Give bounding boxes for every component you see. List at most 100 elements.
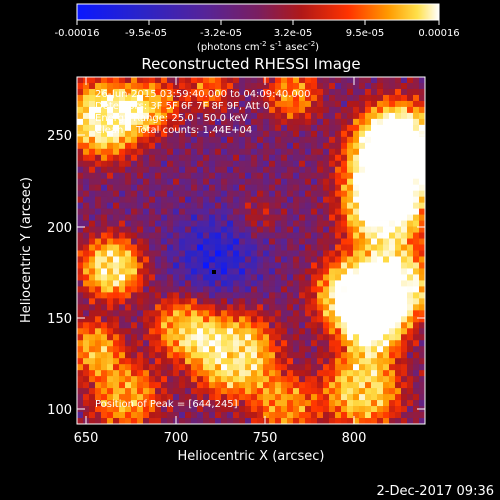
heatmap-cell [407, 196, 414, 204]
heatmap-cell [383, 400, 390, 407]
heatmap-cell [305, 106, 312, 114]
heatmap-cell [77, 352, 84, 359]
heatmap-cell [95, 166, 102, 174]
heatmap-cell [359, 190, 366, 198]
heatmap-cell [197, 208, 204, 215]
heatmap-cell [101, 166, 108, 174]
heatmap-cell [179, 262, 186, 269]
heatmap-cell [353, 412, 360, 419]
heatmap-cell [329, 262, 336, 269]
heatmap-cell [335, 77, 342, 84]
heatmap-cell [407, 124, 414, 132]
heatmap-cell [173, 364, 180, 371]
heatmap-cell [263, 328, 270, 335]
heatmap-cell [353, 250, 360, 257]
heatmap-cell [131, 124, 138, 132]
heatmap-cell [173, 340, 180, 347]
heatmap-cell [149, 112, 156, 120]
heatmap-cell [365, 394, 372, 401]
heatmap-cell [119, 334, 126, 341]
heatmap-cell [167, 130, 174, 138]
heatmap-cell [143, 226, 150, 233]
heatmap-cell [89, 250, 96, 257]
heatmap-cell [137, 142, 144, 150]
heatmap-cell [395, 352, 402, 359]
heatmap-cell [137, 232, 144, 239]
heatmap-cell [137, 214, 144, 221]
heatmap-cells [77, 77, 425, 424]
heatmap-cell [215, 154, 222, 162]
heatmap-cell [269, 364, 276, 371]
heatmap-cell [203, 322, 210, 329]
heatmap-cell [377, 172, 384, 180]
heatmap-cell [131, 232, 138, 239]
heatmap-cell [191, 262, 198, 269]
heatmap-cell [275, 208, 282, 215]
heatmap-cell [149, 364, 156, 371]
heatmap-cell [215, 328, 222, 335]
heatmap-cell [227, 394, 234, 401]
heatmap-cell [209, 346, 216, 353]
heatmap-cell [107, 394, 114, 401]
heatmap-cell [395, 394, 402, 401]
heatmap-cell [215, 358, 222, 365]
heatmap-cell [317, 238, 324, 245]
heatmap-cell [209, 316, 216, 323]
heatmap-cell [119, 142, 126, 150]
heatmap-cell [251, 190, 258, 198]
heatmap-cell [119, 376, 126, 383]
heatmap-cell [179, 82, 186, 90]
heatmap-cell [329, 316, 336, 323]
heatmap-cell [161, 262, 168, 269]
heatmap-cell [107, 220, 114, 227]
heatmap-cell [287, 106, 294, 114]
heatmap-cell [149, 160, 156, 168]
heatmap-cell [275, 130, 282, 138]
heatmap-cell [203, 202, 210, 210]
heatmap-cell [251, 280, 258, 287]
heatmap-cell [137, 136, 144, 144]
heatmap-cell [125, 280, 132, 287]
heatmap-cell [281, 148, 288, 156]
heatmap-cell [287, 148, 294, 156]
heatmap-cell [257, 136, 264, 144]
heatmap-cell [215, 364, 222, 371]
heatmap-cell [167, 166, 174, 174]
heatmap-cell [197, 202, 204, 210]
heatmap-cell [263, 100, 270, 108]
heatmap-cell [299, 124, 306, 132]
heatmap-cell [365, 310, 372, 317]
heatmap-cell [245, 388, 252, 395]
heatmap-cell [143, 316, 150, 323]
heatmap-cell [371, 334, 378, 341]
heatmap-cell [305, 334, 312, 341]
heatmap-cell [293, 88, 300, 96]
heatmap-cell [275, 226, 282, 233]
heatmap-cell [257, 298, 264, 305]
heatmap-cell [305, 100, 312, 108]
heatmap-cell [275, 142, 282, 150]
heatmap-cell [245, 184, 252, 192]
heatmap-cell [263, 214, 270, 221]
heatmap-cell [179, 100, 186, 108]
heatmap-cell [161, 346, 168, 353]
heatmap-cell [185, 328, 192, 335]
heatmap-cell [131, 250, 138, 257]
heatmap-cell [305, 184, 312, 192]
heatmap-cell [329, 88, 336, 96]
heatmap-cell [311, 136, 318, 144]
heatmap-cell [311, 286, 318, 293]
heatmap-cell [245, 160, 252, 168]
heatmap-cell [263, 286, 270, 293]
heatmap-cell [185, 118, 192, 126]
heatmap-cell [317, 316, 324, 323]
heatmap-cell [341, 412, 348, 419]
heatmap-cell [83, 346, 90, 353]
heatmap-cell [275, 100, 282, 108]
heatmap-cell [383, 328, 390, 335]
heatmap-cell [353, 82, 360, 90]
heatmap-cell [167, 160, 174, 168]
heatmap-cell [251, 148, 258, 156]
heatmap-cell [389, 77, 396, 84]
heatmap-cell [353, 112, 360, 120]
